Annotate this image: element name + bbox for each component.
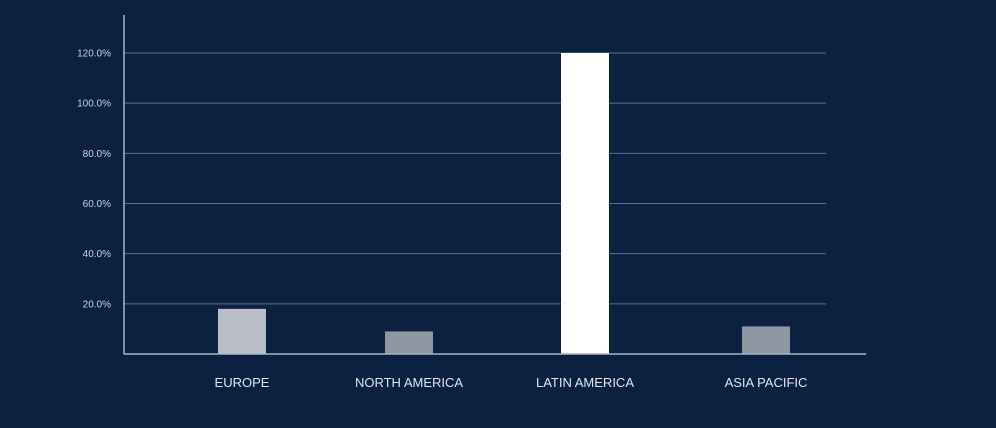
y-tick-label: 60.0% [83,199,111,210]
axes [123,15,866,355]
bar-europe [218,308,266,354]
y-tick-label: 40.0% [83,249,111,260]
gridlines [124,52,826,305]
y-tick-label: 80.0% [83,149,111,160]
category-label: NORTH AMERICA [355,375,463,390]
bar-north-america [385,331,433,354]
category-label: LATIN AMERICA [536,375,634,390]
category-label: ASIA PACIFIC [725,375,808,390]
category-label: EUROPE [215,375,270,390]
x-axis-category-labels: EUROPE NORTH AMERICA LATIN AMERICA ASIA PAC… [215,375,808,390]
y-axis-tick-labels: 20.0% 40.0% 60.0% 80.0% 100.0% 120.0% [77,49,111,311]
bar-latin-america [561,53,609,354]
bar-asia-pacific [742,326,790,354]
y-tick-label: 20.0% [83,299,111,310]
y-tick-label: 120.0% [77,49,111,60]
bars [218,53,790,354]
y-tick-label: 100.0% [77,99,111,110]
